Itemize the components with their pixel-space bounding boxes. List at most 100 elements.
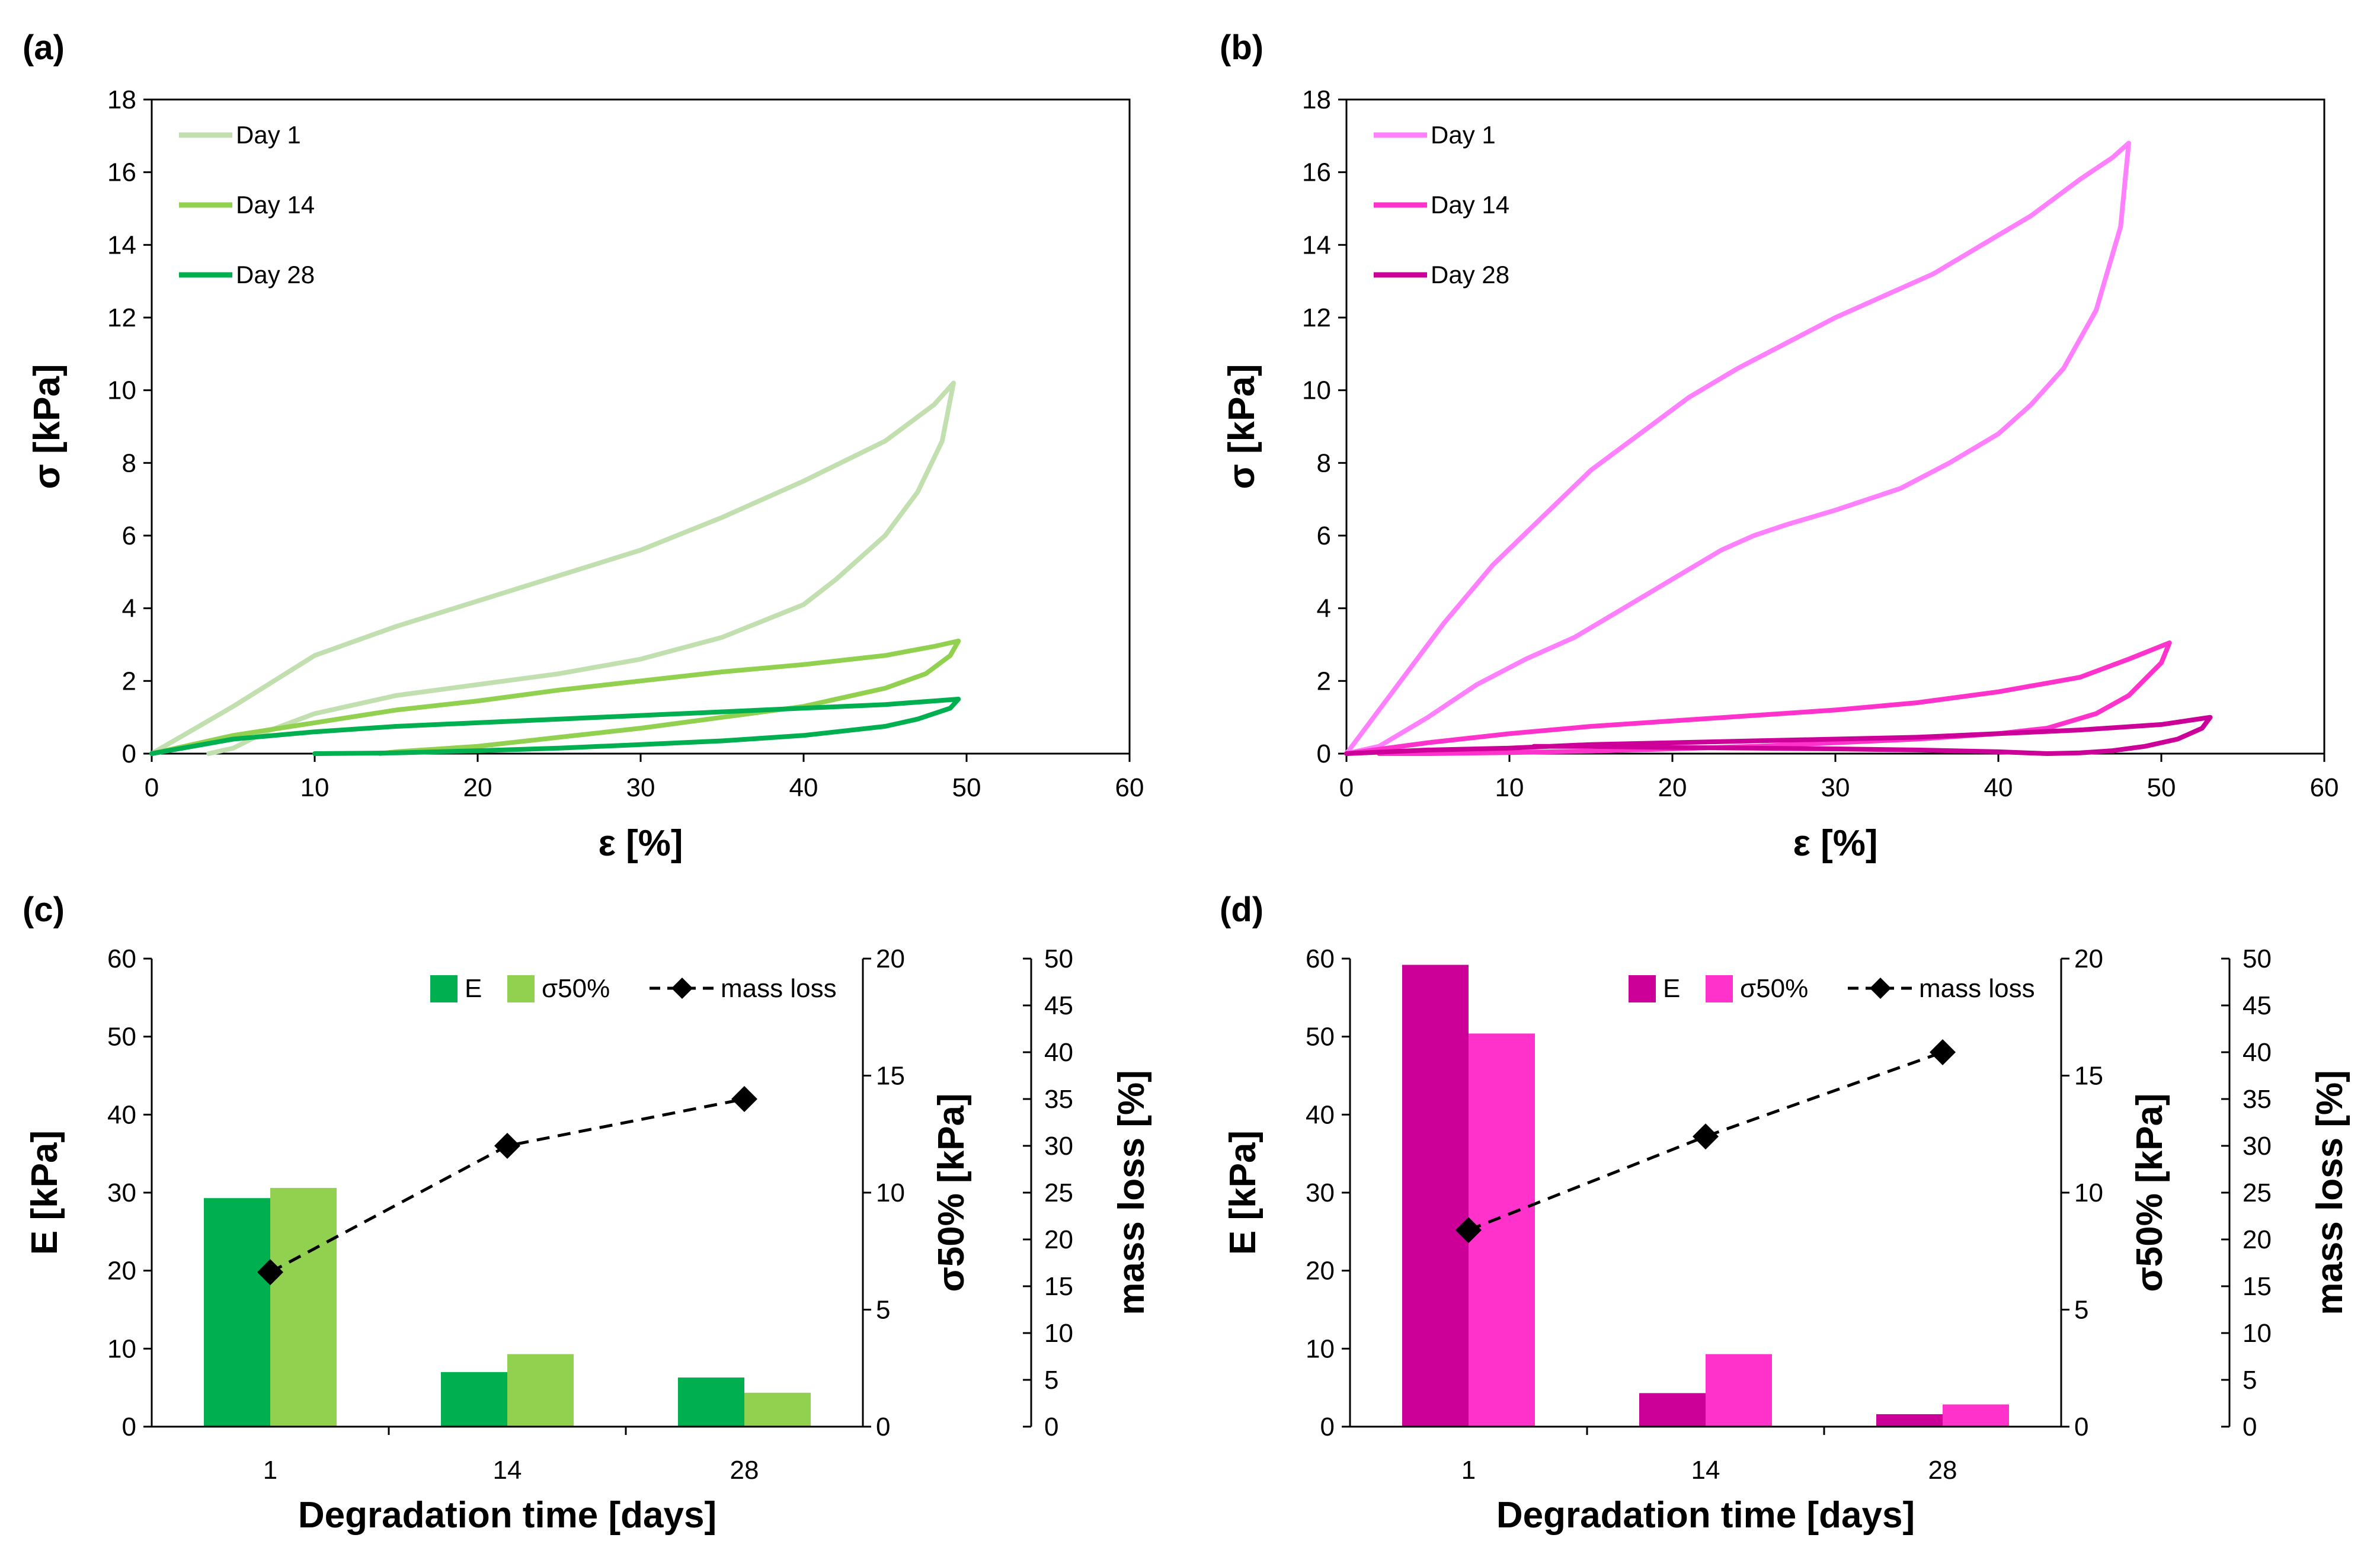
- y-tick-label: 4: [1317, 594, 1331, 623]
- y2-tick-label: 10: [2074, 1178, 2103, 1207]
- legend-label: mass loss: [1919, 974, 2035, 1003]
- y-tick-label: 20: [1306, 1257, 1335, 1286]
- legend-label: Day 28: [236, 261, 315, 289]
- legend-swatch-sigma50: [1706, 975, 1733, 1002]
- series-line-day-28: [149, 697, 961, 756]
- series-line-mass-loss: [269, 1097, 745, 1274]
- y2-tick-label: 5: [876, 1296, 890, 1325]
- x-tick-label: 30: [1821, 773, 1850, 802]
- legend-swatch-e: [1629, 975, 1656, 1002]
- y3-axis-title: mass loss [%]: [2309, 1070, 2350, 1315]
- y2-tick-label: 15: [2074, 1062, 2103, 1091]
- y-tick-label: 4: [122, 594, 136, 623]
- legend-marker: [671, 978, 693, 999]
- series-line-day-28: [1344, 715, 2213, 756]
- x-tick-label: 50: [2147, 773, 2176, 802]
- y3-tick-label: 15: [2243, 1272, 2272, 1301]
- y3-tick-label: 20: [1044, 1225, 1073, 1254]
- x-tick-label: 40: [789, 773, 818, 802]
- mass-loss-marker: [1693, 1123, 1719, 1150]
- y2-tick-label: 20: [876, 944, 905, 973]
- legend-label: E: [465, 974, 482, 1003]
- series-line-day-14: [1344, 640, 2172, 756]
- legend-marker: [1870, 978, 1891, 999]
- x-tick-label: 1: [1461, 1456, 1476, 1485]
- y2-tick-label: 20: [2074, 944, 2103, 973]
- y-tick-label: 50: [107, 1023, 136, 1052]
- series-line-day-14: [149, 638, 961, 756]
- y3-tick-label: 5: [1044, 1366, 1058, 1395]
- y-tick-label: 0: [122, 1412, 136, 1441]
- x-tick-label: 60: [2310, 773, 2339, 802]
- y-tick-label: 2: [1317, 667, 1331, 696]
- x-axis-title: Degradation time [days]: [298, 1495, 716, 1536]
- x-tick-label: 10: [300, 773, 330, 802]
- y3-axis-title: mass loss [%]: [1111, 1070, 1152, 1315]
- y3-tick-label: 40: [2243, 1038, 2272, 1067]
- x-tick-label: 40: [1984, 773, 2013, 802]
- legend-label: mass loss: [721, 974, 837, 1003]
- y3-tick-label: 50: [1044, 944, 1073, 973]
- panel-label: (b): [1220, 28, 1263, 67]
- y2-tick-label: 10: [876, 1178, 905, 1207]
- x-tick-label: 28: [1928, 1456, 1957, 1485]
- panel-1: 0 2 4 6 8 10 12 14 16 18 0 10 20 30 40 50 60 Day 1 Day 14 D…: [1221, 85, 2339, 864]
- y-tick-label: 14: [107, 230, 136, 260]
- y-tick-label: 16: [1302, 158, 1331, 187]
- y-axis-title: E [kPa]: [24, 1130, 65, 1255]
- y-tick-label: 18: [107, 85, 136, 114]
- y-tick-label: 14: [1302, 230, 1331, 260]
- y3-tick-label: 45: [1044, 991, 1073, 1020]
- bar-sigma50: [270, 1188, 337, 1427]
- bar-sigma50: [1943, 1404, 2009, 1427]
- y-tick-label: 0: [1317, 739, 1331, 768]
- y-tick-label: 18: [1302, 85, 1331, 114]
- x-axis-title: ε [%]: [1793, 823, 1877, 864]
- bar-sigma50: [744, 1392, 811, 1427]
- y3-tick-label: 45: [2243, 991, 2272, 1020]
- mass-loss-marker: [257, 1259, 283, 1286]
- legend-label: E: [1663, 974, 1680, 1003]
- y-tick-label: 6: [1317, 521, 1331, 550]
- x-tick-label: 14: [1691, 1456, 1720, 1485]
- legend-label: Day 28: [1431, 261, 1509, 289]
- y-tick-label: 0: [1320, 1412, 1335, 1441]
- series-line-day-1: [149, 380, 956, 756]
- x-tick-label: 20: [1658, 773, 1687, 802]
- y3-tick-label: 25: [1044, 1178, 1073, 1207]
- y3-tick-label: 20: [2243, 1225, 2272, 1254]
- legend-swatch-sigma50: [507, 975, 535, 1002]
- y-tick-label: 50: [1306, 1023, 1335, 1052]
- y-tick-label: 12: [107, 303, 136, 332]
- y-tick-label: 0: [122, 739, 136, 768]
- y3-tick-label: 30: [1044, 1132, 1073, 1161]
- y-tick-label: 16: [107, 158, 136, 187]
- y-axis-title: σ [kPa]: [1221, 364, 1262, 489]
- y3-tick-label: 5: [2243, 1366, 2257, 1395]
- legend-label: σ50%: [1740, 974, 1808, 1003]
- legend-label: σ50%: [542, 974, 610, 1003]
- x-axis-title: ε [%]: [598, 823, 683, 864]
- bar-e: [204, 1198, 270, 1427]
- y-tick-label: 12: [1302, 303, 1331, 332]
- x-tick-label: 14: [493, 1456, 522, 1485]
- bar-e: [1402, 965, 1469, 1427]
- bar-sigma50: [507, 1354, 574, 1427]
- x-tick-label: 10: [1495, 773, 1524, 802]
- series-line-day-1: [1344, 140, 2131, 756]
- legend-label: Day 14: [1431, 191, 1509, 219]
- bar-e: [1876, 1414, 1943, 1427]
- bar-e: [441, 1372, 507, 1427]
- y2-axis-title: σ50% [kPa]: [931, 1093, 972, 1292]
- y2-tick-label: 0: [876, 1412, 890, 1441]
- x-tick-label: 20: [463, 773, 492, 802]
- x-tick-label: 0: [145, 773, 159, 802]
- legend-swatch-e: [430, 975, 458, 1002]
- bar-e: [678, 1377, 744, 1427]
- y3-tick-label: 50: [2243, 944, 2272, 973]
- x-axis-title: Degradation time [days]: [1496, 1495, 1915, 1536]
- panel-3: 1 14 28 0 10 20 30 40 50 60 0 5 10 15 20 0 5 10 15 20 25 30 35…: [1223, 944, 2350, 1536]
- y-tick-label: 10: [1306, 1334, 1335, 1363]
- mass-loss-marker: [731, 1086, 757, 1112]
